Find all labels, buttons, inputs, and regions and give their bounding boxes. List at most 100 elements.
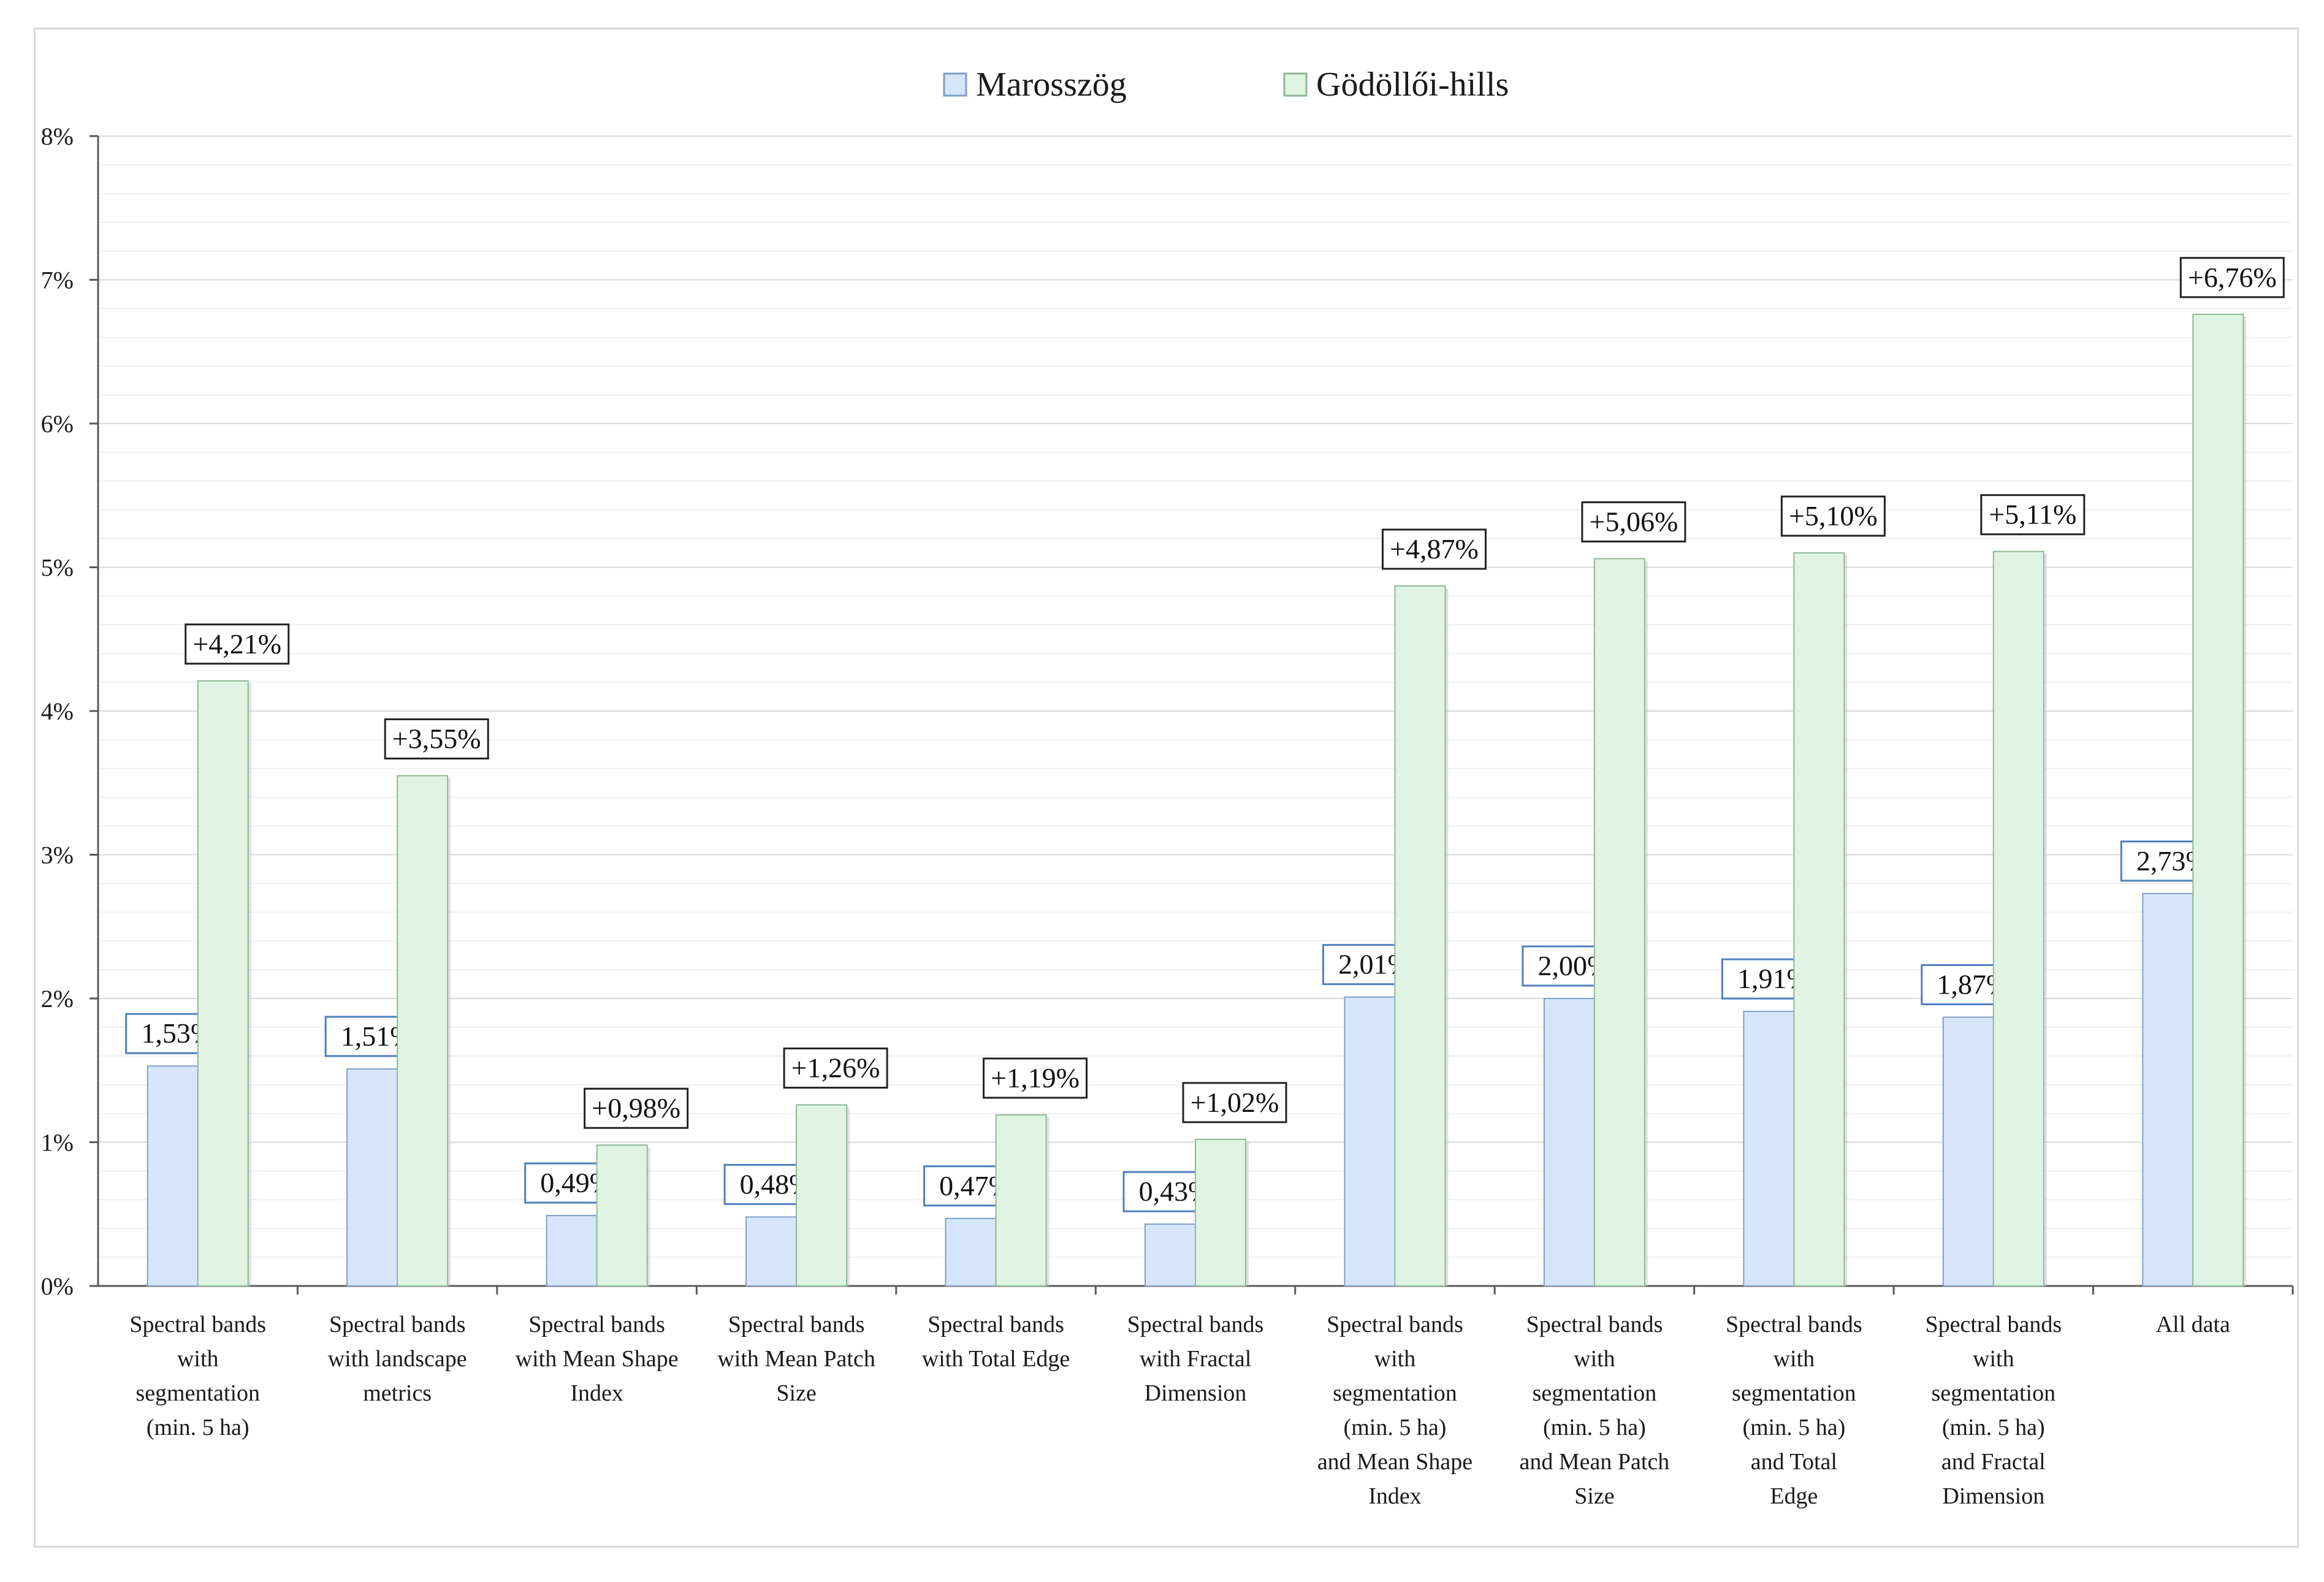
category-label-7: Index	[1368, 1483, 1422, 1509]
bar-godolloi-hills-2	[397, 775, 449, 1287]
category-label-10: Dimension	[1942, 1483, 2044, 1509]
data-label-box	[185, 623, 290, 665]
data-label-godolloi-hills-11: +6,76%	[2188, 262, 2277, 293]
category-label-10: (min. 5 ha)	[1942, 1415, 2045, 1440]
category-label-3: Index	[570, 1380, 623, 1406]
category-label-3: Spectral bands	[528, 1312, 665, 1337]
category-label-8: with	[1574, 1346, 1615, 1372]
y-tick-label: 8%	[41, 123, 74, 150]
bar-marosszog-1	[147, 1065, 199, 1287]
bar-godolloi-hills-8	[1593, 558, 1645, 1287]
category-label-9: Edge	[1770, 1483, 1818, 1509]
bar-godolloi-hills-11	[2192, 313, 2244, 1287]
data-label-godolloi-hills-1: +4,21%	[192, 628, 281, 660]
category-label-10: Spectral bands	[1925, 1312, 2062, 1337]
legend-swatch-1	[943, 72, 967, 97]
data-label-box	[1381, 528, 1487, 570]
category-label-10: with	[1973, 1346, 2014, 1372]
bar-marosszog-10	[1942, 1016, 1994, 1287]
bar-godolloi-hills-5	[995, 1114, 1047, 1287]
category-label-5: with Total Edge	[922, 1346, 1070, 1372]
category-label-1: segmentation	[135, 1380, 260, 1406]
category-label-4: Spectral bands	[728, 1312, 865, 1337]
data-label-godolloi-hills-9: +5,10%	[1789, 500, 1878, 531]
legend-label-1: Marosszög	[976, 66, 1127, 104]
category-label-1: (min. 5 ha)	[147, 1415, 250, 1440]
category-label-9: and Total	[1751, 1449, 1837, 1475]
bar-godolloi-hills-10	[1992, 550, 2044, 1287]
bar-marosszog-11	[2142, 892, 2194, 1287]
category-label-7: (min. 5 ha)	[1344, 1415, 1447, 1440]
data-label-box	[584, 1087, 689, 1129]
bar-godolloi-hills-6	[1195, 1138, 1246, 1287]
y-tick-label: 7%	[41, 267, 74, 294]
data-label-godolloi-hills-3: +0,98%	[592, 1092, 680, 1124]
data-label-box	[1581, 501, 1686, 542]
data-label-box	[983, 1057, 1088, 1099]
category-label-7: Spectral bands	[1327, 1312, 1463, 1337]
data-label-box	[384, 718, 489, 760]
data-label-box	[1780, 495, 1886, 537]
data-label-box	[783, 1048, 888, 1089]
data-label-godolloi-hills-7: +4,87%	[1390, 533, 1479, 565]
category-label-9: segmentation	[1732, 1380, 1856, 1406]
category-label-2: metrics	[363, 1380, 432, 1406]
bar-marosszog-8	[1543, 998, 1595, 1287]
data-label-godolloi-hills-6: +1,02%	[1191, 1087, 1279, 1118]
category-label-8: segmentation	[1533, 1380, 1657, 1406]
bar-godolloi-hills-4	[796, 1104, 848, 1287]
category-label-11: All data	[2156, 1312, 2230, 1337]
legend-label-2: Gödöllői-hills	[1316, 66, 1509, 104]
category-label-9: Spectral bands	[1726, 1312, 1862, 1337]
category-label-1: Spectral bands	[129, 1312, 266, 1337]
data-label-godolloi-hills-10: +5,11%	[1989, 499, 2076, 530]
category-label-2: Spectral bands	[329, 1312, 466, 1337]
category-label-9: with	[1773, 1346, 1815, 1372]
y-tick-label: 2%	[41, 985, 74, 1013]
y-tick-label: 6%	[41, 410, 74, 438]
data-label-godolloi-hills-8: +5,06%	[1590, 506, 1678, 537]
bar-marosszog-4	[745, 1216, 798, 1287]
category-label-9: (min. 5 ha)	[1742, 1415, 1845, 1440]
data-label-godolloi-hills-5: +1,19%	[991, 1062, 1080, 1093]
category-label-8: Size	[1574, 1483, 1614, 1509]
data-label-box	[1980, 494, 2086, 536]
bar-godolloi-hills-3	[596, 1144, 648, 1287]
category-label-6: Dimension	[1145, 1380, 1247, 1406]
y-tick-label: 1%	[41, 1129, 74, 1157]
y-tick-label: 5%	[41, 554, 74, 582]
category-label-10: segmentation	[1932, 1380, 2056, 1406]
legend-swatch-2	[1283, 72, 1308, 97]
category-label-5: Spectral bands	[928, 1312, 1064, 1337]
data-label-godolloi-hills-4: +1,26%	[791, 1052, 880, 1084]
category-label-4: with Mean Patch	[717, 1346, 875, 1372]
bar-godolloi-hills-9	[1793, 552, 1845, 1287]
y-tick-label: 3%	[41, 842, 74, 869]
bar-marosszog-2	[346, 1068, 398, 1287]
bar-godolloi-hills-7	[1394, 585, 1446, 1287]
data-label-box	[2179, 257, 2285, 299]
y-tick-label: 0%	[41, 1272, 74, 1300]
category-label-7: with	[1374, 1346, 1416, 1372]
bar-marosszog-9	[1743, 1011, 1795, 1287]
y-tick-label: 4%	[41, 698, 74, 725]
category-label-2: with landscape	[328, 1346, 467, 1372]
category-label-1: with	[177, 1346, 219, 1372]
category-label-7: and Mean Shape	[1317, 1449, 1473, 1475]
data-label-box	[1182, 1082, 1287, 1124]
category-label-3: with Mean Shape	[516, 1346, 679, 1372]
category-label-6: Spectral bands	[1127, 1312, 1264, 1337]
bar-godolloi-hills-1	[197, 680, 249, 1287]
bar-marosszog-3	[546, 1215, 598, 1287]
category-label-6: with Fractal	[1140, 1346, 1252, 1372]
category-label-10: and Fractal	[1941, 1449, 2046, 1475]
category-label-8: Spectral bands	[1526, 1312, 1663, 1337]
category-label-4: Size	[776, 1380, 816, 1406]
category-label-7: segmentation	[1333, 1380, 1457, 1406]
category-label-8: (min. 5 ha)	[1543, 1415, 1646, 1440]
bar-marosszog-6	[1145, 1223, 1196, 1287]
bar-marosszog-5	[945, 1217, 997, 1287]
data-label-godolloi-hills-2: +3,55%	[392, 723, 481, 755]
bar-marosszog-7	[1344, 996, 1396, 1287]
